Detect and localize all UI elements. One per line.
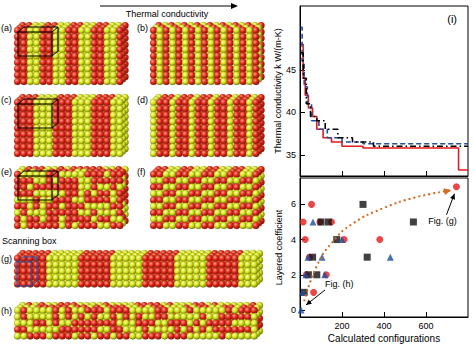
svg-text:40: 40: [286, 107, 296, 117]
svg-text:Thermal conductivity k W/(m-K): Thermal conductivity k W/(m-K): [273, 28, 283, 154]
svg-text:Fig. (h): Fig. (h): [325, 279, 354, 289]
svg-text:(g): (g): [1, 254, 12, 264]
svg-text:Layered coefficient: Layered coefficient: [274, 209, 284, 285]
svg-text:(f): (f): [137, 167, 146, 177]
svg-text:(h): (h): [1, 306, 12, 316]
svg-text:400: 400: [376, 321, 391, 331]
svg-text:Thermal conductivity: Thermal conductivity: [126, 9, 209, 19]
svg-text:(e): (e): [1, 167, 12, 177]
svg-text:(b): (b): [137, 23, 148, 33]
svg-text:6: 6: [291, 199, 296, 209]
svg-text:35: 35: [286, 150, 296, 160]
svg-text:45: 45: [286, 65, 296, 75]
svg-text:(i): (i): [447, 13, 457, 25]
svg-text:600: 600: [418, 321, 433, 331]
svg-text:Fig. (g): Fig. (g): [428, 216, 457, 226]
svg-text:Calculated configurations: Calculated configurations: [328, 333, 440, 344]
svg-text:200: 200: [334, 321, 349, 331]
svg-text:(c): (c): [1, 95, 12, 105]
svg-text:Scanning box: Scanning box: [2, 236, 57, 246]
svg-text:(a): (a): [1, 23, 12, 33]
svg-text:(d): (d): [137, 95, 148, 105]
svg-text:2: 2: [291, 270, 296, 280]
svg-text:4: 4: [291, 235, 296, 245]
svg-text:0: 0: [291, 305, 296, 315]
